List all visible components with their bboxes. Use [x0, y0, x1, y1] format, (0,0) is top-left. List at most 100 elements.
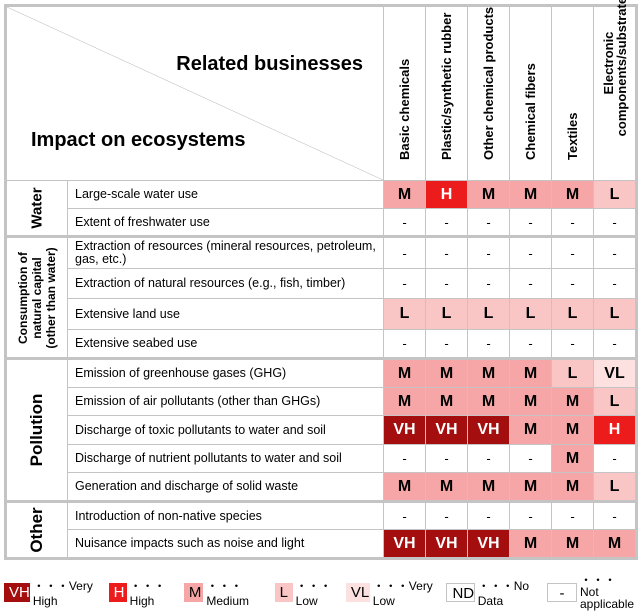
rating-cell: M: [467, 357, 510, 388]
rating-cell: -: [593, 329, 637, 359]
table-row: Nuisance impacts such as noise and light…: [6, 529, 637, 559]
rating-cell: -: [383, 444, 426, 473]
rating-cell: M: [509, 529, 552, 559]
column-header: Basic chemicals: [383, 5, 426, 181]
rating-cell: M: [383, 357, 426, 388]
table-row: Discharge of toxic pollutants to water a…: [6, 415, 637, 445]
rating-cell: -: [551, 208, 594, 237]
diagonal-divider: [7, 7, 383, 180]
rating-cell: M: [425, 387, 468, 416]
legend-item: L ・・・Low: [274, 577, 337, 608]
impact-label: Extent of freshwater use: [67, 208, 384, 237]
legend-label: ・・・No Data: [477, 578, 530, 608]
rating-cell: H: [593, 415, 637, 445]
rating-cell: -: [509, 208, 552, 237]
rating-cell: -: [467, 268, 510, 299]
rating-cell: -: [425, 329, 468, 359]
table-row: Pollution Emission of greenhouse gases (G…: [5, 357, 637, 502]
rating-cell: -: [467, 444, 510, 473]
rating-cell: -: [593, 500, 637, 530]
rating-cell: M: [551, 529, 594, 559]
column-header-label: Basic chemicals: [396, 58, 412, 160]
rating-cell: -: [383, 329, 426, 359]
rating-cell: M: [551, 387, 594, 416]
rating-cell: -: [551, 329, 594, 359]
table-row: Emission of air pollutants (other than G…: [6, 387, 637, 416]
rating-cell: M: [509, 415, 552, 445]
rating-cell: -: [383, 500, 426, 530]
category-label: Pollution: [27, 393, 46, 467]
table-row: Water Large-scale water use M H M M M L: [5, 180, 637, 237]
rating-cell: H: [425, 180, 468, 209]
rating-cell: L: [425, 298, 468, 330]
legend-swatch: VL: [345, 582, 370, 602]
legend-label: ・・・Low: [295, 578, 332, 608]
rating-cell: -: [467, 500, 510, 530]
legend-item: VH ・・・Very High: [4, 577, 100, 608]
rating-cell: M: [509, 357, 552, 388]
impact-label: Emission of greenhouse gases (GHG): [67, 357, 384, 388]
rating-cell: -: [425, 444, 468, 473]
rating-cell: M: [383, 387, 426, 416]
rating-cell: VH: [467, 529, 510, 559]
column-header: Chemical fibers: [509, 5, 552, 181]
rating-cell: -: [467, 329, 510, 359]
rating-cell: M: [509, 180, 552, 209]
rating-cell: -: [509, 500, 552, 530]
rating-cell: M: [509, 387, 552, 416]
rating-cell: -: [509, 444, 552, 473]
column-header-label: Textiles: [564, 112, 580, 160]
rating-cell: -: [551, 268, 594, 299]
legend-swatch: -: [547, 582, 577, 602]
rating-cell: L: [467, 298, 510, 330]
legend-item: M ・・・Medium: [183, 577, 266, 608]
impact-label: Large-scale water use: [67, 180, 384, 209]
legend-swatch: M: [183, 582, 204, 602]
legend-label: ・・・Very High: [32, 578, 93, 608]
impact-label: Extraction of resources (mineral resourc…: [67, 235, 384, 269]
rating-cell: M: [551, 444, 594, 473]
rating-cell: M: [425, 472, 468, 502]
category-label: Water: [28, 187, 46, 229]
rating-cell: M: [467, 472, 510, 502]
rating-cell: M: [425, 357, 468, 388]
table-row: Other Introduction of non-native species -…: [5, 500, 637, 559]
rating-cell: -: [425, 500, 468, 530]
rating-cell: -: [383, 268, 426, 299]
rating-cell: -: [467, 208, 510, 237]
column-header-label: Other chemical products: [480, 6, 496, 160]
impact-label: Extensive seabed use: [67, 329, 384, 359]
column-header: Plastic/synthetic rubber: [425, 5, 468, 181]
column-header: Electronic components/substrates: [593, 0, 637, 181]
impact-label: Emission of air pollutants (other than G…: [67, 387, 384, 416]
rating-cell: VH: [467, 415, 510, 445]
table-row: Extensive seabed use - - - - - -: [6, 329, 637, 359]
rating-cell: VH: [425, 415, 468, 445]
rating-cell: M: [467, 387, 510, 416]
column-header-label: Plastic/synthetic rubber: [438, 12, 454, 160]
category-cell: Pollution: [5, 357, 68, 502]
impact-on-ecosystems-label: Impact on ecosystems: [31, 129, 246, 151]
rating-cell: -: [593, 444, 637, 473]
legend-label: ・・・High: [129, 578, 166, 608]
table-row: Generation and discharge of solid waste M…: [6, 472, 637, 502]
rating-cell: L: [551, 357, 594, 388]
rating-cell: M: [551, 180, 594, 209]
rating-cell: VH: [425, 529, 468, 559]
rating-cell: M: [551, 415, 594, 445]
rating-cell: -: [467, 235, 510, 269]
rating-cell: M: [383, 180, 426, 209]
rating-cell: -: [383, 235, 426, 269]
column-header-label: Electronic components/substrates: [600, 0, 629, 137]
rating-cell: -: [551, 500, 594, 530]
rating-cell: -: [509, 329, 552, 359]
column-header-label: Chemical fibers: [522, 63, 538, 160]
rating-cell: VL: [593, 357, 637, 388]
related-businesses-label: Related businesses: [176, 53, 363, 75]
rating-cell: VH: [383, 415, 426, 445]
rating-cell: -: [593, 208, 637, 237]
impact-label: Introduction of non-native species: [67, 500, 384, 530]
rating-cell: VH: [383, 529, 426, 559]
rating-cell: M: [509, 472, 552, 502]
rating-cell: -: [509, 235, 552, 269]
